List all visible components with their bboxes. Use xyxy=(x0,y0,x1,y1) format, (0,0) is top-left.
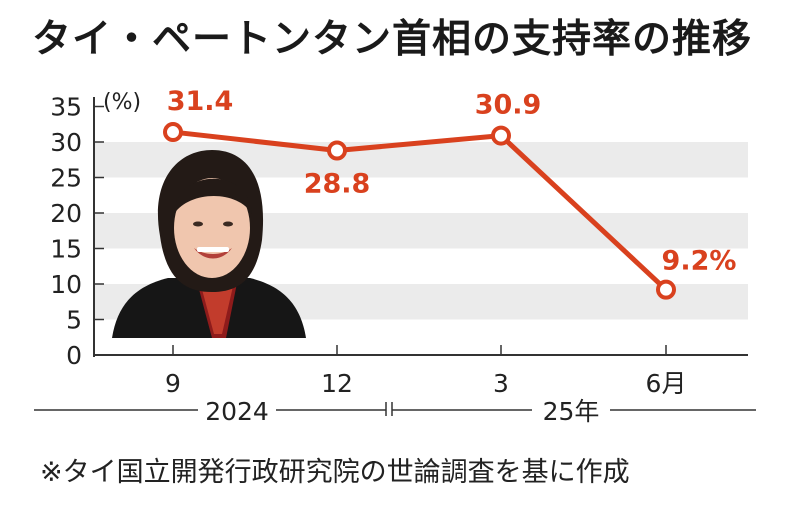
series-line xyxy=(172,129,668,292)
y-tick-label: 20 xyxy=(50,199,82,228)
year-brackets xyxy=(34,402,756,416)
x-tick-label: 3 xyxy=(493,369,509,398)
year-label-2024: 2024 xyxy=(205,397,269,426)
y-tick-label: 5 xyxy=(66,306,82,335)
source-note: ※タイ国立開発行政研究院の世論調査を基に作成 xyxy=(40,457,630,488)
portrait-photo xyxy=(112,150,306,338)
data-point xyxy=(491,125,511,146)
data-label: 9.2% xyxy=(662,246,737,277)
y-tick-label: 10 xyxy=(50,270,82,299)
data-label: 31.4 xyxy=(167,86,234,117)
y-axis-ticks: 0 5 10 15 20 25 30 35 xyxy=(50,93,104,370)
x-tick-label: 6月 xyxy=(646,369,687,398)
chart-title: タイ・ペートンタン首相の支持率の推移 xyxy=(32,17,753,62)
y-axis-unit: (%) xyxy=(103,90,141,115)
y-tick-label: 0 xyxy=(66,341,82,370)
data-point xyxy=(163,122,183,143)
data-points xyxy=(163,122,676,300)
data-label: 28.8 xyxy=(304,169,371,200)
y-tick-label: 15 xyxy=(50,235,82,264)
data-labels: 31.4 28.8 30.9 9.2% xyxy=(167,86,737,277)
y-tick-label: 30 xyxy=(50,128,82,157)
x-tick-label: 9 xyxy=(165,369,181,398)
y-tick-label: 25 xyxy=(50,164,82,193)
data-point xyxy=(327,140,347,161)
data-label: 30.9 xyxy=(475,90,542,121)
data-point xyxy=(656,279,676,300)
x-tick-label: 12 xyxy=(321,369,353,398)
year-label-2025: 25年 xyxy=(543,397,600,426)
x-axis-ticks: 9 12 3 6月 xyxy=(165,345,686,398)
y-tick-label: 35 xyxy=(50,93,82,122)
